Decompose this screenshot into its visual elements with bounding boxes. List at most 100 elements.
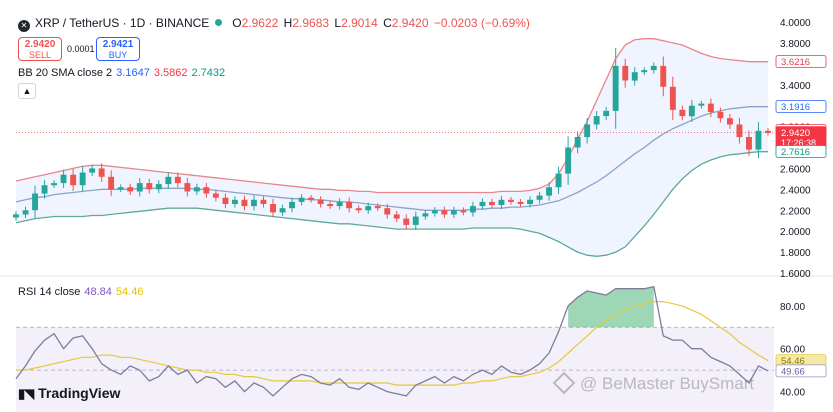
candle-body[interactable]: [98, 168, 105, 177]
candle-body[interactable]: [13, 214, 19, 218]
candle-body[interactable]: [203, 187, 210, 194]
candle-body[interactable]: [736, 124, 743, 138]
candle-body[interactable]: [251, 199, 257, 207]
candle-body[interactable]: [155, 184, 162, 190]
candle-body[interactable]: [336, 201, 343, 207]
candle-body[interactable]: [374, 206, 381, 209]
candle-body[interactable]: [593, 116, 600, 125]
candle-body[interactable]: [60, 174, 67, 184]
rsi-legend[interactable]: RSI 14 close 48.84 54.46: [18, 286, 143, 298]
candle-body[interactable]: [355, 208, 362, 211]
candle-body[interactable]: [555, 173, 562, 188]
candle-body[interactable]: [574, 137, 581, 148]
candle-body[interactable]: [527, 199, 533, 204]
candle-body[interactable]: [41, 185, 48, 194]
rsi-value: 48.84: [84, 286, 112, 298]
candle-body[interactable]: [317, 199, 324, 204]
candle-body[interactable]: [260, 199, 267, 204]
candle-body[interactable]: [565, 147, 572, 174]
open-label: O: [232, 16, 242, 30]
candle-body[interactable]: [536, 195, 543, 200]
tradingview-brand[interactable]: ▮◥ TradingView: [18, 385, 120, 402]
symbol-title[interactable]: XRP / TetherUS · 1D · BINANCE: [35, 16, 210, 30]
candle-body[interactable]: [498, 199, 505, 205]
candle-body[interactable]: [108, 176, 115, 190]
candle-body[interactable]: [707, 103, 714, 112]
bollinger-legend[interactable]: BB 20 SMA close 2 3.1647 3.5862 2.7432: [18, 67, 225, 79]
candle-body[interactable]: [327, 204, 334, 207]
candle-body[interactable]: [698, 103, 705, 106]
price-tag-basis: [775, 100, 827, 113]
rsi-ma-value: 54.46: [115, 286, 144, 298]
candle-body[interactable]: [365, 206, 372, 211]
candle-body[interactable]: [470, 206, 476, 213]
candle-body[interactable]: [641, 70, 648, 73]
candle-body[interactable]: [688, 105, 695, 117]
candle-body[interactable]: [479, 201, 486, 207]
collapse-legend-button[interactable]: ▲: [18, 83, 36, 99]
candle-body[interactable]: [22, 210, 29, 215]
candle-body[interactable]: [489, 201, 495, 205]
candle-body[interactable]: [393, 214, 400, 219]
candle-body[interactable]: [403, 218, 410, 225]
candle-body[interactable]: [174, 176, 181, 184]
bb-upper-line: [15, 38, 768, 194]
candle-body[interactable]: [184, 183, 191, 192]
candle-body[interactable]: [422, 213, 429, 217]
candle-body[interactable]: [136, 183, 143, 192]
candle-body[interactable]: [289, 201, 295, 209]
candle-body[interactable]: [622, 65, 629, 81]
candle-body[interactable]: [450, 210, 457, 215]
rsi-ma-line: [16, 301, 769, 386]
candle-body[interactable]: [212, 193, 219, 198]
x-logo-icon: ✕: [18, 20, 30, 32]
candle-body[interactable]: [146, 183, 153, 190]
candle-body[interactable]: [650, 65, 657, 71]
candle-body[interactable]: [51, 183, 57, 186]
candle-body[interactable]: [165, 176, 172, 185]
candle-body[interactable]: [222, 197, 229, 204]
candle-body[interactable]: [232, 199, 238, 204]
candle-body[interactable]: [460, 210, 467, 213]
candle-body[interactable]: [298, 197, 305, 202]
candle-body[interactable]: [79, 172, 86, 186]
candle-body[interactable]: [612, 65, 619, 111]
candle-body[interactable]: [431, 210, 438, 214]
candle-body[interactable]: [241, 199, 248, 207]
candle-body[interactable]: [441, 210, 448, 215]
candle-body[interactable]: [127, 187, 134, 192]
candle-body[interactable]: [603, 110, 610, 117]
candle-body[interactable]: [117, 187, 124, 190]
candle-body[interactable]: [669, 86, 676, 110]
candle-body[interactable]: [755, 130, 762, 150]
price-tag-upper: [775, 55, 827, 68]
candle-body[interactable]: [584, 124, 591, 138]
buy-button[interactable]: 2.9421 BUY: [96, 37, 140, 61]
candle-body[interactable]: [717, 111, 724, 119]
candle-body[interactable]: [70, 174, 77, 186]
candle-body[interactable]: [279, 208, 286, 213]
candle-body[interactable]: [412, 216, 419, 225]
candle-body[interactable]: [32, 193, 38, 211]
candle-body[interactable]: [270, 204, 276, 213]
candle-body[interactable]: [660, 65, 667, 87]
candle-body[interactable]: [308, 197, 314, 200]
sell-price: 2.9420: [24, 39, 56, 50]
rsi-axis-tick: 60.00: [780, 345, 805, 356]
candle-body[interactable]: [746, 137, 752, 150]
candle-body[interactable]: [765, 130, 771, 133]
candle-body[interactable]: [631, 72, 638, 81]
price-tag-basis-text: 3.1916: [781, 102, 810, 113]
buy-price: 2.9421: [102, 39, 134, 50]
sell-button[interactable]: 2.9420 SELL: [18, 37, 62, 61]
candle-body[interactable]: [508, 199, 514, 202]
candle-body[interactable]: [679, 109, 686, 117]
candle-body[interactable]: [517, 201, 524, 204]
candle-body[interactable]: [89, 168, 96, 173]
candle-body[interactable]: [346, 201, 353, 209]
candle-body[interactable]: [727, 118, 733, 125]
candle-body[interactable]: [384, 208, 391, 215]
candle-body[interactable]: [193, 187, 200, 192]
candle-body[interactable]: [546, 187, 552, 196]
